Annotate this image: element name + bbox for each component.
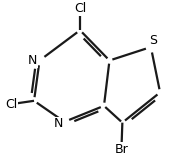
Text: Cl: Cl: [5, 98, 17, 111]
Text: Cl: Cl: [74, 2, 86, 15]
Text: Br: Br: [115, 143, 128, 156]
Text: N: N: [28, 54, 37, 67]
Text: N: N: [53, 117, 63, 131]
Text: S: S: [149, 34, 157, 47]
